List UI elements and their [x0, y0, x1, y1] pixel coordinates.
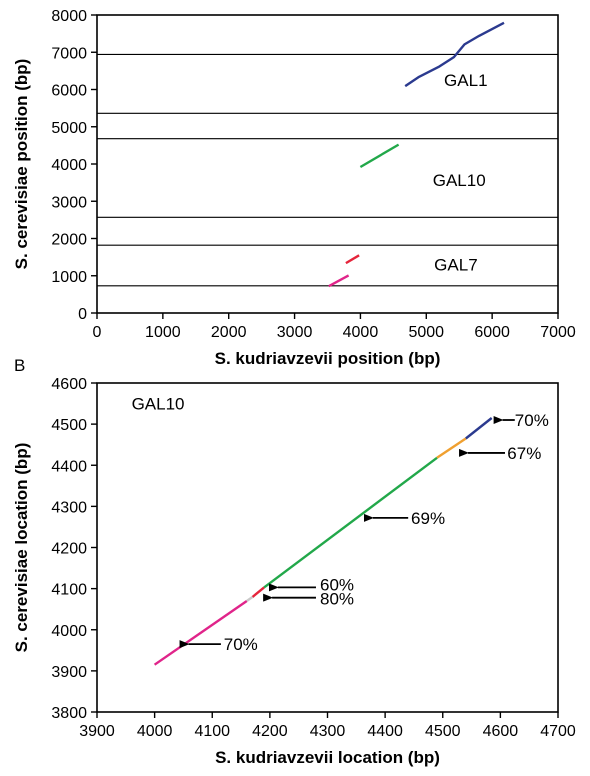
p1-x-tick-label: 5000: [408, 324, 444, 341]
p2-series-line-4: [263, 456, 438, 589]
p1-gene-label: GAL1: [444, 71, 487, 90]
p2-y-tick-label: 4600: [51, 376, 87, 393]
p2-y-tick-label: 4100: [51, 582, 87, 599]
p1-y-tick-label: 7000: [51, 45, 87, 62]
p2-y-tick-label: 4500: [51, 417, 87, 434]
p2-x-tick-label: 4400: [367, 723, 403, 740]
p1-series-line-1: [404, 21, 505, 88]
p1-x-tick-label: 4000: [343, 324, 379, 341]
p1-gene-label: GAL10: [433, 171, 486, 190]
p2-x-tick-label: 4700: [540, 723, 576, 740]
p2-series-line-2: [246, 595, 254, 602]
p1-series-line-3: [345, 254, 360, 265]
p1-y-tick-label: 3000: [51, 194, 87, 211]
p2-percent-label: 60%: [320, 576, 354, 595]
p1-x-tick-label: 0: [93, 324, 102, 341]
p1-gene-label: GAL7: [434, 256, 477, 275]
p2-percent-label: 70%: [515, 411, 549, 430]
p2-x-tick-label: 4200: [252, 723, 288, 740]
p1-y-axis-label: S. cerevisiae position (bp): [12, 59, 31, 270]
p1-x-tick-label: 3000: [277, 324, 313, 341]
p2-y-tick-label: 3800: [51, 705, 87, 722]
p1-x-axis-label: S. kudriavzevii position (bp): [215, 349, 441, 368]
p1-x-tick-label: 2000: [211, 324, 247, 341]
p1-y-tick-label: 2000: [51, 232, 87, 249]
p2-y-tick-label: 3900: [51, 664, 87, 681]
p2-series-line-6: [465, 417, 493, 440]
p1-y-tick-label: 0: [78, 306, 87, 323]
p1-plot-frame: [96, 14, 559, 314]
p1-x-tick-label: 6000: [474, 324, 510, 341]
p1-x-tick-label: 1000: [145, 324, 181, 341]
p2-x-tick-label: 4500: [425, 723, 461, 740]
p2-percent-label: 80%: [320, 589, 354, 608]
p2-percent-label: 70%: [224, 635, 258, 654]
p2-percent-label: 67%: [507, 444, 541, 463]
p2-x-tick-label: 4300: [310, 723, 346, 740]
p2-x-tick-label: 4000: [137, 723, 173, 740]
p1-x-tick-label: 7000: [540, 324, 576, 341]
p2-series-line-1: [153, 600, 248, 666]
p2-y-tick-label: 4200: [51, 541, 87, 558]
p2-y-tick-label: 4400: [51, 458, 87, 475]
p1-y-tick-label: 4000: [51, 157, 87, 174]
p1-y-tick-label: 5000: [51, 120, 87, 137]
p2-percent-label: 69%: [411, 509, 445, 528]
p2-series-line-5: [436, 437, 467, 459]
p2-plot-frame: [96, 382, 559, 713]
p2-y-tick-label: 4300: [51, 499, 87, 516]
p2-x-tick-label: 4600: [483, 723, 519, 740]
p2-x-axis-label: S. kudriavzevii location (bp): [215, 748, 440, 767]
p1-y-tick-label: 1000: [51, 269, 87, 286]
p1-y-tick-label: 8000: [51, 8, 87, 25]
p2-x-tick-label: 4100: [194, 723, 230, 740]
p1-series-line-2: [359, 143, 400, 169]
p2-y-tick-label: 4000: [51, 623, 87, 640]
p1-series-line-4: [328, 274, 350, 288]
p2-x-tick-label: 3900: [79, 723, 115, 740]
p1-y-tick-label: 6000: [51, 83, 87, 100]
p2-panel-label: B: [14, 356, 25, 375]
p2-gene-annotation: GAL10: [132, 395, 185, 414]
p2-series-line-3: [251, 586, 265, 598]
p2-y-axis-label: S. cerevisiae location (bp): [12, 443, 31, 653]
